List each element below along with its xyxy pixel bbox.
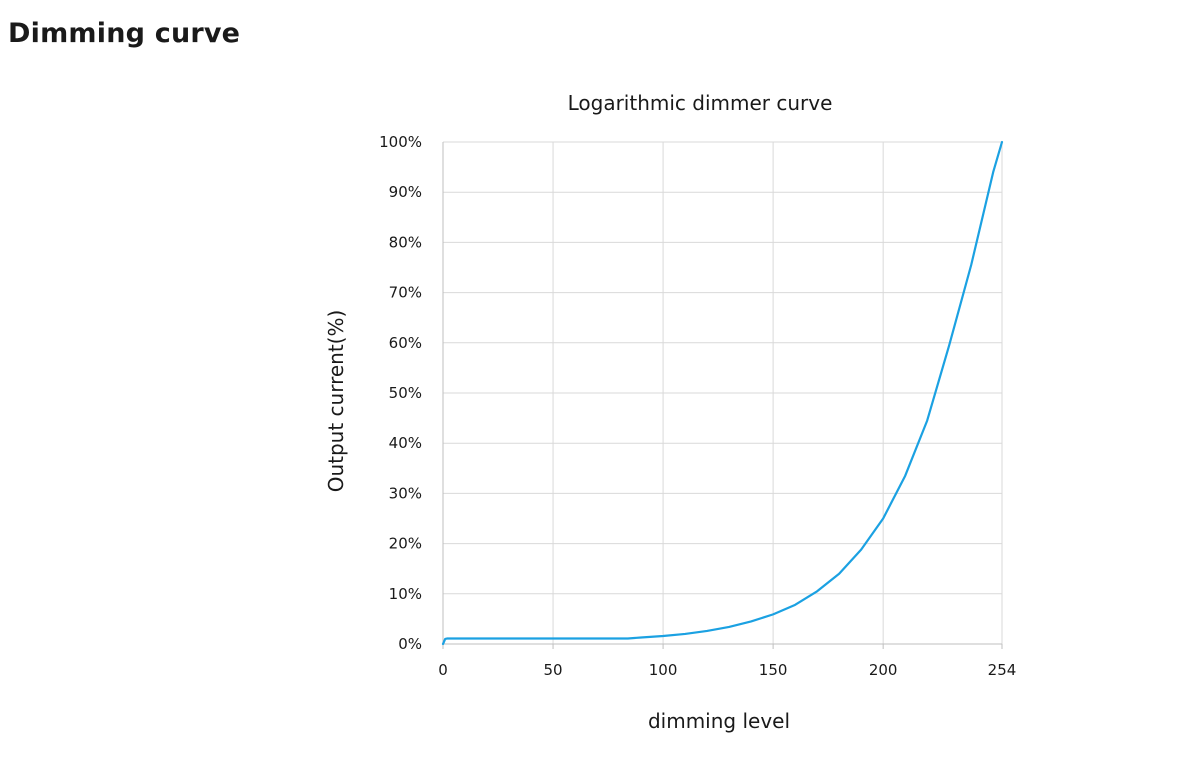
y-tick-label: 90% xyxy=(389,183,422,201)
y-tick-label: 50% xyxy=(389,384,422,402)
y-tick-label: 40% xyxy=(389,434,422,452)
y-tick-label: 0% xyxy=(398,635,422,653)
axes xyxy=(442,142,1003,649)
x-tick-label: 50 xyxy=(543,661,562,679)
grid xyxy=(443,141,1003,644)
series-layer xyxy=(441,140,1004,646)
chart-title: Logarithmic dimmer curve xyxy=(568,91,833,115)
y-axis-title: Output current(%) xyxy=(324,310,348,493)
y-tick-label: 100% xyxy=(379,133,422,151)
y-tick-label: 80% xyxy=(389,233,422,251)
y-tick-label: 60% xyxy=(389,334,422,352)
x-tick-label: 200 xyxy=(869,661,898,679)
y-tick-label: 30% xyxy=(389,484,422,502)
series-line xyxy=(441,140,1004,646)
x-tick-label: 150 xyxy=(759,661,788,679)
tick-labels: 0% 10% 20% 30% 40% 50% 60% 70% 80% 90% 100% 0 50 100 1… xyxy=(379,133,1016,679)
page-title: Dimming curve xyxy=(8,18,241,49)
y-tick-label: 70% xyxy=(389,284,422,302)
x-tick-label: 254 xyxy=(988,661,1017,679)
x-tick-label: 0 xyxy=(438,661,448,679)
x-axis-title: dimming level xyxy=(648,709,790,733)
y-tick-label: 10% xyxy=(389,585,422,603)
x-tick-label: 100 xyxy=(649,661,678,679)
y-tick-label: 20% xyxy=(389,535,422,553)
